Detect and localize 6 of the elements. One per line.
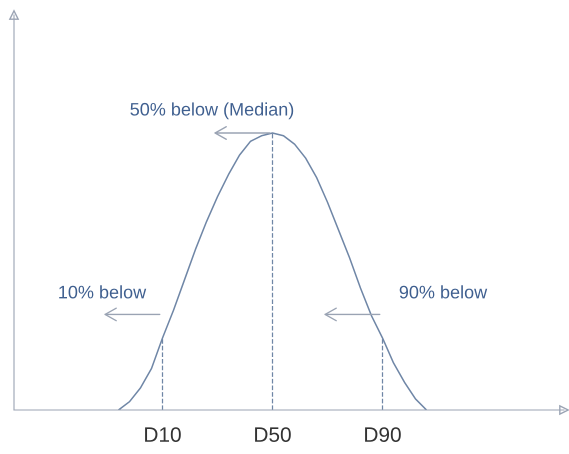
x-tick-label: D10 [145, 427, 181, 442]
annotation: 50% below (Median) [130, 102, 294, 120]
annotation: 90% below [400, 285, 488, 299]
annotation: 10% below [59, 285, 146, 299]
x-tick-label: D50 [255, 427, 291, 442]
x-tick-label: D90 [365, 427, 401, 442]
